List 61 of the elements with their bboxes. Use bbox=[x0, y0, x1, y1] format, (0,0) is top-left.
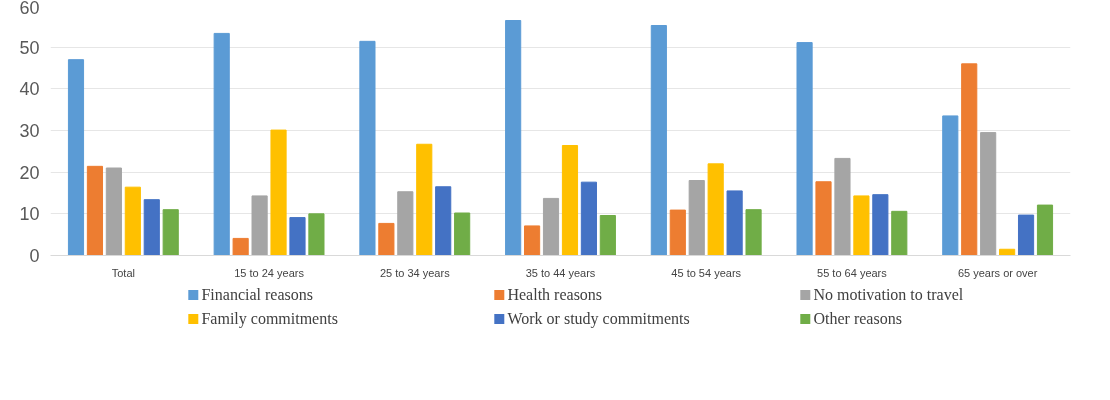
bar bbox=[454, 212, 471, 256]
bar bbox=[580, 181, 597, 256]
bar bbox=[688, 180, 705, 256]
bar bbox=[834, 157, 851, 256]
bar bbox=[289, 217, 306, 256]
x-tick-label: Total bbox=[111, 266, 135, 279]
bar bbox=[599, 215, 616, 256]
bar bbox=[359, 40, 376, 256]
bar bbox=[815, 181, 832, 256]
bar bbox=[308, 213, 325, 256]
y-tick-label: 0 bbox=[29, 246, 40, 266]
bar bbox=[980, 132, 997, 256]
bar bbox=[143, 199, 160, 256]
x-tick-label: 55 to 64 years bbox=[817, 266, 888, 279]
bar bbox=[505, 20, 522, 256]
bar bbox=[378, 222, 395, 256]
bar bbox=[86, 165, 104, 256]
bar bbox=[105, 167, 122, 256]
bar bbox=[942, 115, 959, 256]
bar bbox=[707, 163, 724, 256]
bar bbox=[542, 197, 560, 256]
legend-label: No motivation to travel bbox=[813, 286, 964, 304]
bar bbox=[251, 195, 268, 256]
x-tick-label: 15 to 24 years bbox=[234, 266, 305, 279]
bar bbox=[67, 59, 85, 256]
legend-label: Work or study commitments bbox=[507, 310, 690, 329]
bar bbox=[270, 129, 287, 256]
bar bbox=[726, 190, 743, 256]
bar bbox=[853, 195, 870, 256]
bar bbox=[961, 63, 978, 256]
bar bbox=[669, 209, 686, 256]
bar bbox=[397, 191, 414, 256]
bar bbox=[524, 225, 541, 256]
legend-label: Other reasons bbox=[813, 310, 902, 328]
bar bbox=[561, 145, 579, 256]
bar bbox=[124, 186, 141, 256]
y-tick-label: 30 bbox=[19, 121, 40, 141]
bar bbox=[416, 143, 433, 256]
bar bbox=[213, 32, 230, 256]
y-tick-label: 60 bbox=[19, 0, 40, 18]
y-tick-label: 50 bbox=[19, 37, 40, 58]
legend-label: Family commitments bbox=[201, 310, 338, 329]
bar bbox=[232, 237, 249, 256]
bar bbox=[1017, 214, 1035, 256]
x-tick-label: 65 years or over bbox=[957, 266, 1038, 279]
y-tick-label: 40 bbox=[19, 79, 40, 100]
bar bbox=[162, 209, 179, 256]
bar bbox=[435, 186, 452, 256]
x-tick-label: 25 to 34 years bbox=[379, 266, 451, 279]
bar bbox=[650, 25, 667, 256]
bar bbox=[1036, 204, 1054, 256]
legend-label: Financial reasons bbox=[201, 286, 313, 304]
y-tick-label: 20 bbox=[19, 162, 40, 183]
bar bbox=[891, 210, 908, 256]
bar bbox=[745, 209, 762, 256]
y-tick-label: 10 bbox=[19, 204, 40, 225]
x-tick-label: 35 to 44 years bbox=[525, 266, 596, 279]
x-tick-label: 45 to 54 years bbox=[671, 266, 742, 279]
legend-label: Health reasons bbox=[507, 286, 603, 304]
bar bbox=[872, 194, 889, 256]
bar bbox=[796, 42, 813, 256]
